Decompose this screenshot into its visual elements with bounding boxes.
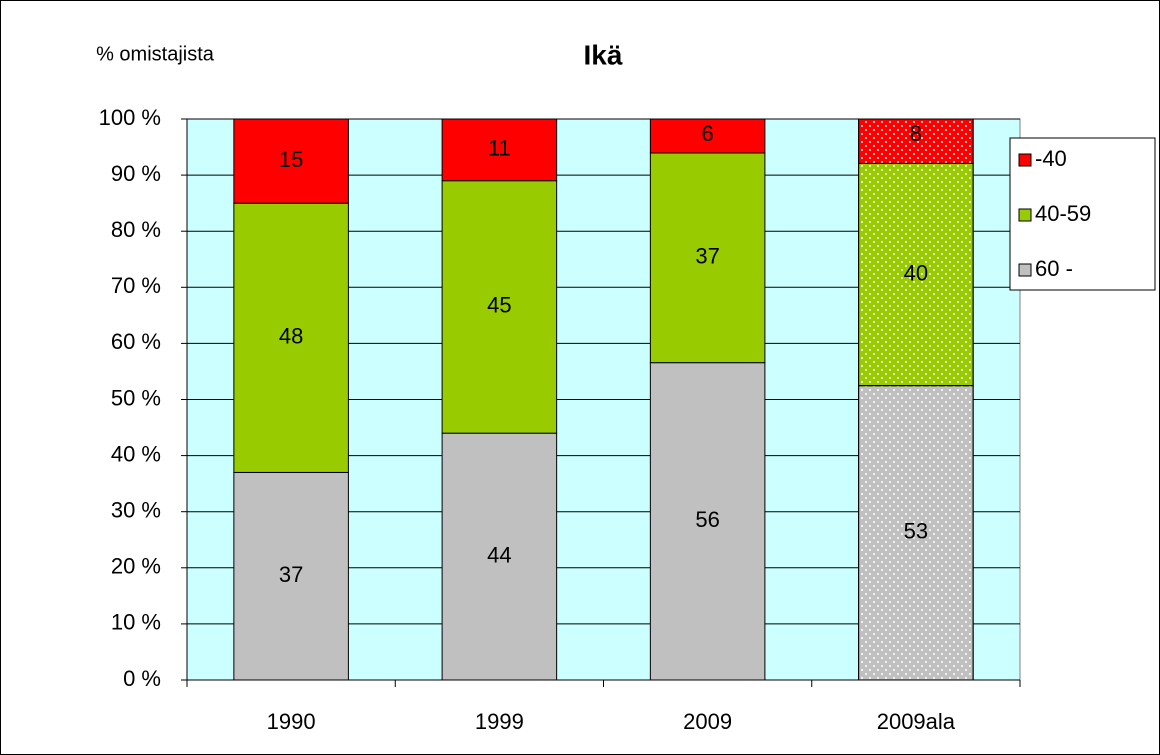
y-tick-label: 70 % xyxy=(111,273,161,298)
y-tick-label: 60 % xyxy=(111,329,161,354)
data-label: 8 xyxy=(910,121,922,146)
bar-pattern xyxy=(858,118,974,164)
y-tick-label: 10 % xyxy=(111,610,161,635)
legend-label: 60 - xyxy=(1035,256,1073,281)
bar-segment xyxy=(441,180,558,434)
data-label: 48 xyxy=(279,324,303,349)
legend-label: 40-59 xyxy=(1035,201,1091,226)
bar-segment xyxy=(441,432,558,681)
y-tick-label: 50 % xyxy=(111,385,161,410)
x-tick-label: 1990 xyxy=(267,709,316,734)
data-label: 37 xyxy=(279,562,303,587)
data-label: 11 xyxy=(488,136,511,161)
x-tick-label: 2009ala xyxy=(877,709,956,734)
bar-pattern xyxy=(858,385,974,681)
legend-swatch xyxy=(1018,208,1032,222)
bar-segment xyxy=(233,118,349,204)
y-tick-label: 90 % xyxy=(111,161,161,186)
y-tick-label: 20 % xyxy=(111,554,161,579)
y-tick-label: 40 % xyxy=(111,441,161,466)
bar-segment xyxy=(441,118,558,182)
bar-segment xyxy=(233,471,349,681)
legend-swatch xyxy=(1018,263,1032,277)
data-label: 40 xyxy=(904,260,928,285)
y-tick-label: 100 % xyxy=(99,105,161,130)
data-label: 44 xyxy=(487,542,511,567)
legend-swatch xyxy=(1018,153,1032,167)
data-label: 53 xyxy=(904,519,928,544)
y-tick-label: 0 % xyxy=(123,666,161,691)
bar-segment xyxy=(233,202,349,473)
legend-box xyxy=(1009,137,1156,291)
data-label: 37 xyxy=(695,244,719,269)
data-label: 6 xyxy=(702,121,714,146)
x-tick-label: 2009 xyxy=(683,709,732,734)
x-tick-label: 1999 xyxy=(475,709,524,734)
y-tick-label: 30 % xyxy=(111,498,161,523)
data-label: 15 xyxy=(279,147,303,172)
bar-segment xyxy=(649,362,766,681)
y-tick-label: 80 % xyxy=(111,217,161,242)
data-label: 56 xyxy=(695,507,719,532)
legend-label: -40 xyxy=(1035,146,1067,171)
bar-pattern xyxy=(858,162,974,387)
chart-title: Ikä xyxy=(584,39,623,70)
data-label: 45 xyxy=(487,293,511,318)
y-axis-label: % omistajista xyxy=(96,43,215,65)
bar-segment xyxy=(649,118,766,154)
bar-segment xyxy=(649,152,766,364)
